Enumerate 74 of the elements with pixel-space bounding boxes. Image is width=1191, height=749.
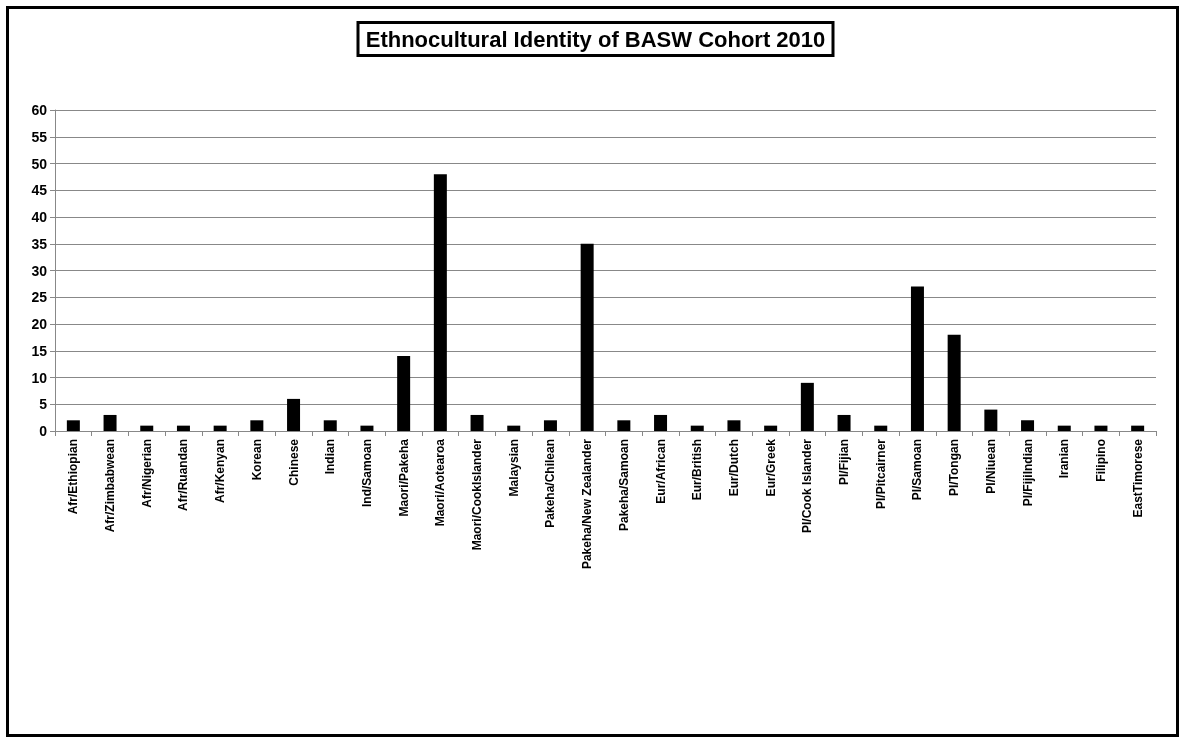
bar: [140, 425, 154, 431]
x-tick-label: Filipino: [1093, 439, 1108, 482]
bar: [580, 243, 594, 431]
y-tick-label: 60: [31, 102, 48, 118]
x-tick-label: Eur/Greek: [763, 438, 778, 497]
x-tick-label: Maori/Aotearoa: [433, 438, 448, 527]
bar: [397, 356, 411, 431]
bar: [617, 420, 631, 431]
bar: [66, 420, 80, 431]
x-tick-label: PI/Cook Islander: [800, 438, 815, 534]
x-tick-label: Iranian: [1057, 439, 1072, 479]
y-tick-label: 40: [31, 209, 48, 225]
y-tick-label: 15: [31, 342, 48, 359]
x-tick-label: Afr/Kenyan: [213, 439, 228, 504]
x-tick-label: Afr/Zimbabwean: [103, 439, 118, 533]
bar: [800, 382, 814, 431]
bar: [287, 398, 301, 431]
bar: [690, 425, 704, 431]
bar: [1094, 425, 1108, 431]
x-tick-label: Afr/Nigerian: [139, 439, 154, 508]
y-tick-label: 30: [31, 262, 48, 279]
bar: [507, 425, 521, 431]
x-tick-label: Chinese: [286, 438, 301, 486]
x-tick-label: Afr/Ethiopian: [66, 439, 81, 515]
bar: [470, 414, 484, 431]
x-tick-label: Afr/Ruandan: [176, 439, 191, 511]
bar: [176, 425, 190, 431]
x-tick-label: PI/Fijian: [837, 439, 852, 486]
y-tick-label: 45: [31, 182, 48, 199]
bar: [103, 414, 117, 431]
y-tick-label: 35: [31, 235, 48, 252]
y-tick-label: 55: [31, 128, 48, 145]
x-tick-label: Eur/African: [653, 439, 668, 504]
x-tick-label: PI/FijiIndian: [1020, 439, 1035, 507]
x-tick-label: PI/Tongan: [947, 439, 962, 497]
x-tick-label: Eur/Dutch: [726, 439, 741, 497]
x-tick-label: PI/Pitcairner: [873, 438, 888, 510]
x-tick-label: Pakeha/Chilean: [543, 439, 558, 528]
bar: [947, 334, 961, 431]
bar: [213, 425, 227, 431]
bar: [1131, 425, 1145, 431]
bar: [837, 414, 851, 431]
y-tick-label: 5: [39, 396, 48, 413]
x-tick-label: Indian: [323, 439, 338, 475]
y-tick-label: 20: [31, 316, 48, 332]
x-tick-label: Malaysian: [506, 439, 521, 497]
bar: [910, 286, 924, 431]
bar: [1021, 420, 1035, 431]
bar: [874, 425, 888, 431]
bar: [360, 425, 374, 431]
x-tick-label: Ind/Samoan: [359, 439, 374, 508]
x-tick-label: Eur/British: [690, 439, 705, 501]
x-tick-label: EastTimorese: [1130, 438, 1145, 518]
x-tick-label: Maori/Pakeha: [396, 438, 411, 517]
x-tick-label: Korean: [249, 439, 264, 481]
y-tick-label: 0: [39, 423, 48, 439]
x-tick-label: PI/Niuean: [983, 439, 998, 494]
x-tick-label: Pakeha/Samoan: [616, 439, 631, 532]
y-tick-label: 50: [31, 155, 48, 172]
bar: [323, 420, 337, 431]
bar: [654, 414, 668, 431]
bar: [250, 420, 264, 431]
bar: [764, 425, 778, 431]
chart-title: Ethnocultural Identity of BASW Cohort 2010: [365, 26, 826, 52]
bar: [727, 420, 741, 431]
x-tick-label: Maori/CookIslander: [470, 438, 485, 551]
y-tick-label: 25: [31, 289, 48, 306]
bar: [543, 420, 557, 431]
y-tick-label: 10: [31, 369, 48, 386]
x-tick-label: Pakeha/New Zealander: [580, 438, 595, 570]
bar: [984, 409, 998, 431]
x-tick-label: PI/Samoan: [910, 439, 925, 501]
bar: [1057, 425, 1071, 431]
bar: [433, 174, 447, 431]
